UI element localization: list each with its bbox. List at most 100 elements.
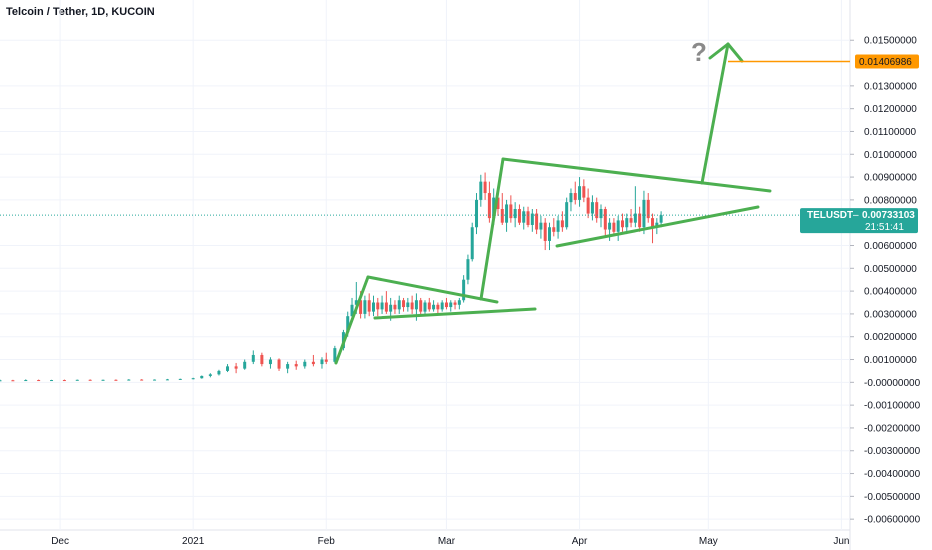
candle	[560, 211, 564, 232]
candle-body	[324, 359, 328, 362]
candle	[612, 218, 616, 237]
pennant-2-lower[interactable]	[555, 205, 760, 248]
candle-body	[440, 302, 444, 310]
symbol-label: TELUSDT	[807, 210, 853, 221]
candle	[466, 254, 470, 285]
flagpole-2[interactable]	[479, 157, 505, 301]
candle	[320, 357, 324, 369]
candle	[311, 354, 315, 367]
candle-body	[638, 213, 642, 228]
candle	[436, 302, 440, 314]
y-tick-label: 0.00500000	[864, 264, 917, 275]
candle	[294, 360, 298, 370]
candle-body	[251, 354, 255, 362]
candle-body	[191, 378, 195, 380]
candle-body	[543, 222, 547, 241]
candle	[440, 300, 444, 312]
candle-body	[586, 197, 590, 214]
candle-body	[268, 359, 272, 365]
candle	[449, 300, 453, 312]
candle	[200, 375, 204, 379]
y-tick-label: -0.00400000	[864, 469, 921, 480]
candle-body	[509, 204, 513, 219]
candle	[303, 359, 307, 369]
candle-body	[444, 302, 448, 308]
candle-body	[414, 300, 418, 310]
candle-body	[552, 227, 556, 232]
candles	[0, 172, 663, 382]
candle-body	[371, 302, 375, 312]
candle	[243, 359, 247, 370]
candle	[324, 352, 328, 365]
projection-arrow[interactable]	[700, 42, 730, 185]
candle	[444, 297, 448, 310]
candle	[638, 206, 642, 232]
candle	[114, 379, 118, 381]
candle	[590, 195, 594, 221]
candle-body	[311, 361, 315, 365]
candle-body	[208, 374, 212, 376]
candle	[539, 215, 543, 239]
flagpole-1[interactable]	[334, 275, 370, 365]
candle-body	[651, 218, 655, 228]
arrow-head[interactable]	[708, 42, 744, 63]
candle-body	[11, 380, 15, 382]
candle	[505, 199, 509, 232]
candle-body	[178, 378, 182, 380]
candle-body	[655, 222, 659, 228]
candle	[208, 373, 212, 378]
candle-body	[24, 380, 28, 382]
y-tick-label: 0.00200000	[864, 332, 917, 343]
candle-body	[88, 379, 92, 381]
chart-title: Telcoin / Tether, 1D, KUCOIN	[6, 6, 155, 18]
candle	[333, 345, 337, 363]
candle-body	[367, 300, 371, 312]
candle-body	[642, 199, 646, 228]
candle-body	[457, 300, 461, 305]
candle-body	[127, 379, 131, 381]
drawings[interactable]: ?	[334, 37, 850, 365]
candle-body	[423, 302, 427, 312]
candle-body	[629, 218, 633, 223]
candle	[522, 206, 526, 230]
x-axis: Dec 2021 Feb Mar Apr May Jun	[51, 536, 849, 547]
candle	[616, 215, 620, 241]
candle	[363, 295, 367, 319]
candle-body	[217, 370, 221, 375]
candle-body	[436, 304, 440, 310]
x-tick-label: Feb	[318, 536, 336, 547]
pennant-1-upper[interactable]	[366, 275, 499, 304]
candle-body	[578, 186, 582, 200]
candle-body	[556, 220, 560, 232]
pennant-1-lower[interactable]	[373, 307, 537, 320]
candle-body	[260, 354, 264, 365]
candle-body	[500, 209, 504, 223]
y-tick-label: 0.00800000	[864, 195, 917, 206]
candle-body	[535, 213, 539, 230]
candle-body	[608, 222, 612, 230]
candle	[127, 379, 131, 381]
candle	[406, 297, 410, 312]
candle	[543, 218, 547, 251]
candle-body	[320, 359, 324, 365]
candle-body	[354, 300, 358, 305]
x-tick-label: Jun	[833, 536, 849, 547]
candle	[535, 209, 539, 235]
candle	[384, 291, 388, 314]
candle	[397, 295, 401, 314]
y-tick-label: -0.00300000	[864, 446, 921, 457]
candle	[423, 300, 427, 314]
candle-body	[496, 197, 500, 210]
candle-body	[226, 366, 230, 371]
candle	[530, 209, 534, 232]
candle	[75, 379, 79, 381]
candle-body	[620, 220, 624, 228]
pennant-2-upper[interactable]	[501, 157, 772, 193]
candle	[582, 179, 586, 203]
separator-label: –	[853, 210, 859, 221]
candle-body	[140, 379, 144, 381]
x-tick-label: May	[699, 536, 718, 547]
candle-body	[277, 359, 281, 369]
